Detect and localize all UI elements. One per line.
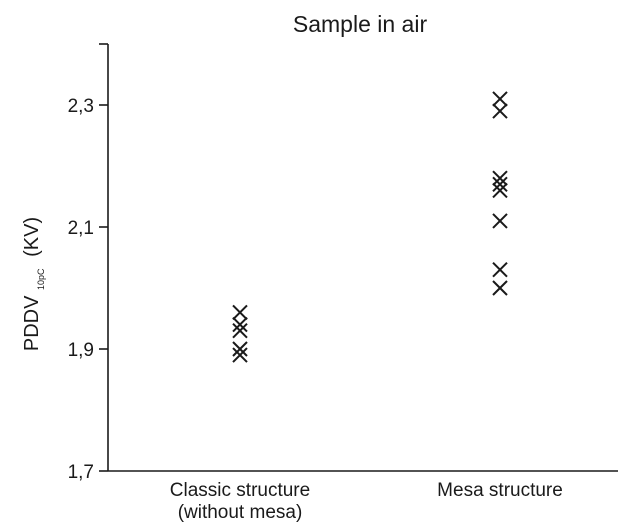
data-point-x-marker (492, 213, 508, 229)
data-point-x-marker (492, 103, 508, 119)
data-point-x-marker (492, 182, 508, 199)
y-axis-label-subscript: 10pC (36, 268, 46, 290)
x-category-label: Mesa structure (437, 480, 563, 501)
x-category-label: Classic structure (without mesa) (170, 480, 310, 523)
data-point-x-marker (492, 280, 508, 296)
data-markers (232, 91, 508, 363)
data-point-x-marker (232, 341, 248, 357)
y-tick-label: 2,1 (68, 218, 94, 239)
axes (99, 43, 618, 472)
data-point-x-marker (492, 261, 508, 278)
data-point-x-marker (232, 322, 248, 339)
data-point-x-marker (492, 176, 508, 193)
svg-text:PDDV 10pC (KV): PDDV 10pC (KV) (21, 217, 49, 351)
y-axis-label-main: PDDV (21, 295, 43, 351)
y-ticks: 1,7 1,9 2,1 2,3 (68, 96, 108, 483)
y-axis-label: PDDV 10pC (KV) (21, 217, 49, 351)
y-tick-label: 1,9 (68, 340, 94, 361)
data-point-x-marker (232, 347, 248, 363)
data-point-x-marker (232, 304, 248, 321)
data-point-x-marker (492, 91, 508, 107)
y-tick-label: 2,3 (68, 96, 94, 117)
y-tick-label: 1,7 (68, 462, 94, 483)
x-category-labels: Classic structure (without mesa) Mesa stru… (170, 480, 563, 523)
y-axis-label-unit: (KV) (21, 217, 43, 257)
chart-title: Sample in air (293, 11, 428, 37)
data-point-x-marker (492, 170, 508, 186)
data-point-x-marker (232, 316, 248, 333)
